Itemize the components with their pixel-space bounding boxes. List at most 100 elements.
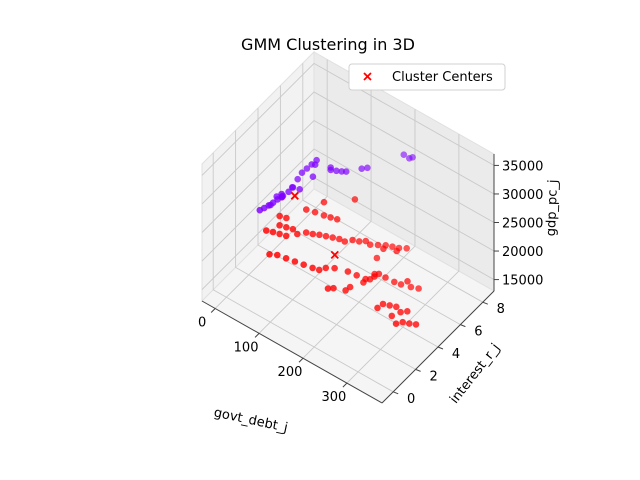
cluster-1-point [349, 236, 356, 244]
cluster-1-point [404, 308, 411, 315]
cluster-1-point [269, 228, 277, 236]
cluster-1-point [276, 230, 283, 238]
cluster-1-point [283, 224, 290, 231]
cluster-0-point [364, 164, 371, 172]
cluster-0-point [358, 165, 366, 172]
y-gridline [302, 63, 484, 303]
cluster-1-point [311, 208, 319, 216]
cluster-center-x-marker-icon [330, 250, 339, 260]
cluster-1-point [412, 321, 420, 328]
cluster-1-point [322, 232, 330, 240]
y-gridline [257, 108, 439, 348]
cluster-1-point [330, 284, 337, 292]
legend-x-marker-icon [363, 72, 372, 81]
x-tick-mark [342, 382, 348, 388]
legend-label: Cluster Centers [392, 70, 493, 85]
cluster-1-point [379, 300, 387, 308]
cluster-1-point [291, 258, 299, 265]
scatter-points [256, 151, 422, 328]
cluster-1-point [303, 206, 310, 213]
cluster-1-point [389, 243, 396, 250]
cluster-1-point [374, 304, 381, 312]
cluster-0-point [327, 166, 335, 174]
x-tick-label: 300 [321, 390, 346, 405]
y-tick-label: 6 [474, 325, 482, 340]
z-tick-label: 25000 [502, 217, 543, 232]
cluster-center-stroke [290, 191, 299, 200]
cluster-1-point [327, 214, 334, 221]
cluster-1-point [266, 251, 273, 258]
cluster-1-point [263, 227, 270, 234]
cluster-1-point [366, 241, 374, 248]
cluster-0-point [285, 188, 292, 196]
cluster-1-point [393, 303, 400, 311]
cluster-1-point [333, 216, 341, 223]
x-tick-mark [210, 308, 216, 313]
cluster-0-point [278, 194, 286, 201]
cluster-0-point [294, 175, 302, 183]
y-tick-mark [415, 368, 421, 372]
cluster-1-point [373, 254, 381, 262]
cluster-1-point [406, 320, 413, 327]
cluster-1-point [351, 196, 359, 203]
z-gridline [201, 91, 495, 205]
cluster-1-point [320, 198, 328, 206]
cluster-1-point [309, 264, 316, 272]
cluster-1-point [342, 287, 349, 294]
cluster-1-point [404, 278, 411, 285]
cluster-1-point [397, 281, 405, 288]
cluster-0-point [400, 151, 408, 158]
z-gridline [201, 148, 495, 262]
cluster-1-point [407, 283, 415, 291]
cluster-1-point [382, 274, 389, 281]
x-gridline [214, 59, 328, 309]
z-tick-label: 35000 [502, 159, 543, 174]
cluster-1-point [324, 285, 332, 292]
cluster-1-point [282, 232, 290, 240]
x-gridline [346, 134, 460, 384]
cluster-1-point [316, 231, 323, 239]
cluster-1-point [393, 247, 401, 255]
x-tick-label: 200 [278, 365, 303, 380]
x-axis-line [201, 300, 383, 404]
cluster-1-point [331, 264, 338, 272]
cluster-1-point [276, 212, 284, 220]
cluster-0-point [303, 165, 311, 172]
z-axis-label: gdp_pc_j [544, 179, 561, 236]
cluster-1-point [309, 230, 317, 238]
cluster-1-point [386, 302, 394, 309]
y-gridline [235, 130, 416, 370]
cluster-1-point [362, 275, 369, 283]
x-tick-label: 100 [234, 340, 259, 355]
y-tick-label: 8 [497, 302, 505, 317]
cluster-1-point [391, 278, 398, 286]
cluster-0-point [309, 173, 317, 180]
cluster-1-point [283, 214, 290, 222]
cluster-1-point [397, 308, 404, 316]
cluster-1-point [344, 268, 352, 275]
y-tick-label: 2 [429, 369, 437, 384]
cluster-0-point [406, 155, 413, 162]
x-tick-mark [298, 357, 304, 363]
cluster-1-point [380, 245, 387, 253]
cluster-0-point [333, 167, 340, 175]
cluster-1-point [329, 234, 337, 241]
legend: Cluster Centers [348, 63, 506, 91]
cluster-1-point [353, 272, 361, 279]
y-tick-mark [437, 346, 444, 350]
cluster-1-point [415, 285, 422, 292]
x-tick-label: 0 [198, 315, 206, 330]
cluster-center-stroke [330, 250, 339, 260]
cluster-0-point [296, 186, 304, 193]
z-gridline [201, 62, 495, 176]
z-gridline [201, 119, 495, 233]
cluster-1-point [300, 261, 308, 269]
cluster-1-point [341, 238, 349, 245]
chart-title: GMM Clustering in 3D [241, 35, 415, 54]
cluster-0-point [256, 206, 264, 214]
cluster-1-point [374, 241, 382, 249]
cluster-0-point [311, 161, 319, 168]
x-gridline [258, 84, 372, 334]
